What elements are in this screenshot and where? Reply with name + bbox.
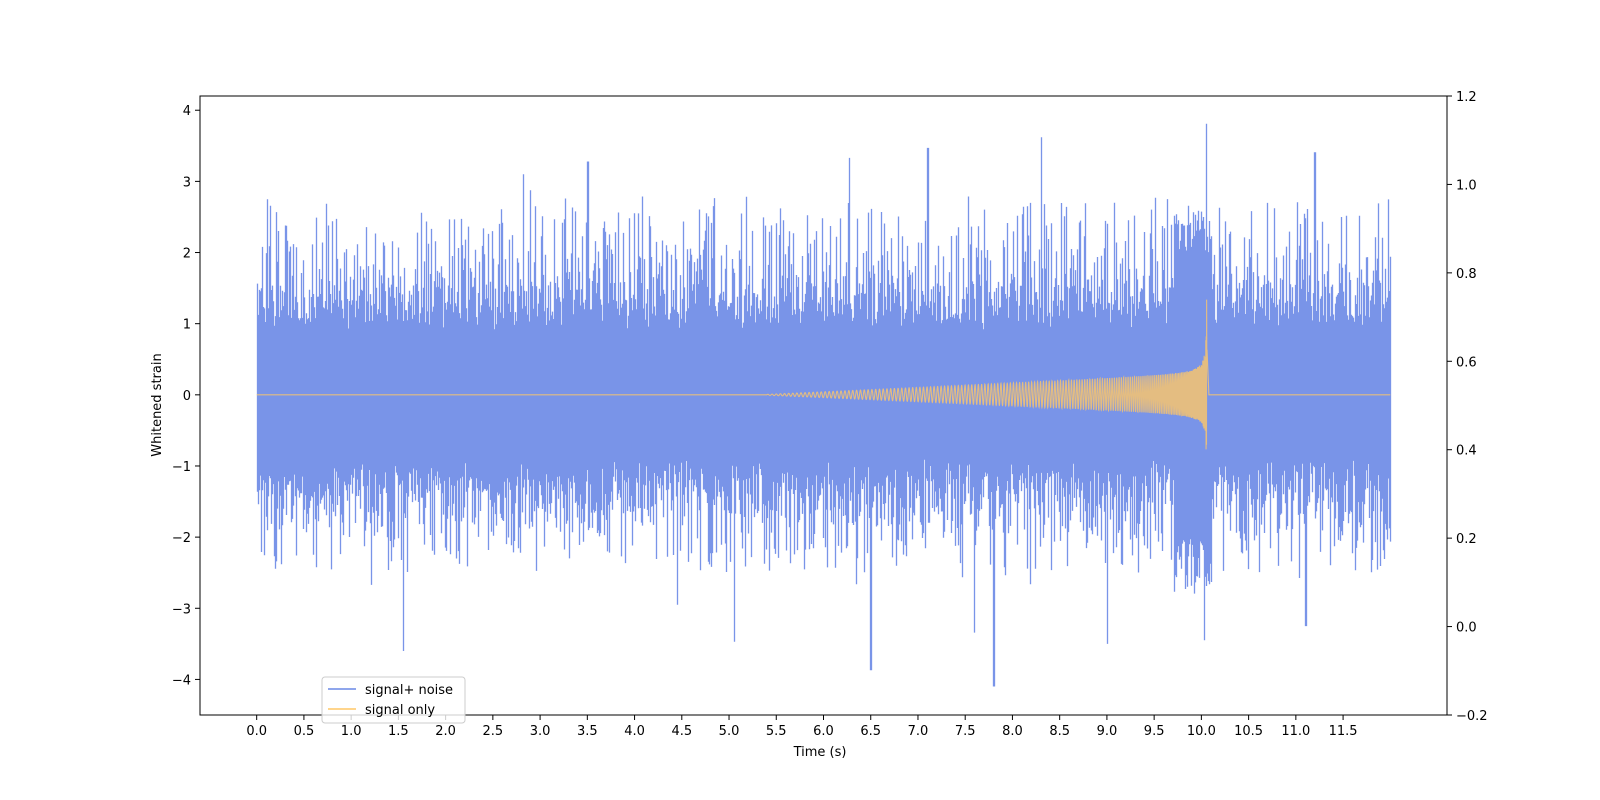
x-tick-label: 1.0 bbox=[341, 724, 362, 739]
y2-tick-label: 0.0 bbox=[1456, 621, 1477, 636]
x-tick-label: 0.5 bbox=[294, 724, 315, 739]
y2-axis-ticks: −0.2 0.0 0.2 0.4 0.6 0.8 1.0 1.2 bbox=[1447, 90, 1488, 724]
x-tick-label: 1.5 bbox=[388, 724, 409, 739]
y2-tick-label: 0.8 bbox=[1456, 267, 1477, 282]
y-tick-label: 4 bbox=[183, 104, 191, 119]
series-layer bbox=[256, 123, 1392, 687]
y2-tick-label: −0.2 bbox=[1456, 709, 1488, 724]
x-tick-label: 8.0 bbox=[1002, 724, 1023, 739]
y-tick-label: −2 bbox=[172, 531, 191, 546]
y-tick-label: 2 bbox=[183, 247, 191, 262]
x-tick-label: 3.0 bbox=[530, 724, 551, 739]
x-tick-label: 5.0 bbox=[719, 724, 740, 739]
y-tick-label: −3 bbox=[172, 602, 191, 617]
y2-tick-label: 0.2 bbox=[1456, 532, 1477, 547]
x-tick-label: 0.0 bbox=[246, 724, 267, 739]
legend-label-signal-only: signal only bbox=[365, 703, 435, 718]
x-tick-label: 2.0 bbox=[435, 724, 456, 739]
y2-tick-label: 0.6 bbox=[1456, 355, 1477, 370]
y-axis-label: Whitened strain bbox=[150, 353, 165, 456]
x-tick-label: 11.0 bbox=[1281, 724, 1310, 739]
y-axis-ticks: −4 −3 −2 −1 0 1 2 3 4 bbox=[172, 104, 200, 688]
x-axis-ticks: 0.0 0.5 1.0 1.5 2.0 2.5 3.0 3.5 4.0 4.5 5.0 5.5 6.0 6… bbox=[246, 715, 1358, 739]
x-tick-label: 4.0 bbox=[624, 724, 645, 739]
series-signal-noise bbox=[256, 123, 1392, 687]
legend-box bbox=[321, 676, 466, 724]
x-tick-label: 6.5 bbox=[860, 724, 881, 739]
y-tick-label: 3 bbox=[183, 175, 191, 190]
y2-tick-label: 1.2 bbox=[1456, 90, 1477, 105]
y-tick-label: 1 bbox=[183, 318, 191, 333]
y-tick-label: 0 bbox=[183, 389, 191, 404]
x-tick-label: 10.0 bbox=[1187, 724, 1216, 739]
x-tick-label: 9.0 bbox=[1097, 724, 1118, 739]
x-tick-label: 4.5 bbox=[671, 724, 692, 739]
y2-tick-label: 0.4 bbox=[1456, 444, 1477, 459]
legend-label-signal-noise: signal+ noise bbox=[365, 683, 453, 698]
x-tick-label: 5.5 bbox=[766, 724, 787, 739]
x-tick-label: 2.5 bbox=[483, 724, 504, 739]
y-tick-label: −4 bbox=[172, 673, 191, 688]
x-tick-label: 6.0 bbox=[813, 724, 834, 739]
series-signal-only bbox=[256, 299, 1391, 450]
x-tick-label: 7.5 bbox=[955, 724, 976, 739]
x-tick-label: 7.0 bbox=[908, 724, 929, 739]
y2-tick-label: 1.0 bbox=[1456, 178, 1477, 193]
x-tick-label: 8.5 bbox=[1049, 724, 1070, 739]
x-tick-label: 9.5 bbox=[1144, 724, 1165, 739]
y-tick-label: −1 bbox=[172, 460, 191, 475]
x-tick-label: 10.5 bbox=[1234, 724, 1263, 739]
x-tick-label: 11.5 bbox=[1329, 724, 1358, 739]
x-axis-label: Time (s) bbox=[793, 745, 847, 760]
x-tick-label: 3.5 bbox=[577, 724, 598, 739]
legend: signal+ noise signal only bbox=[321, 676, 466, 724]
